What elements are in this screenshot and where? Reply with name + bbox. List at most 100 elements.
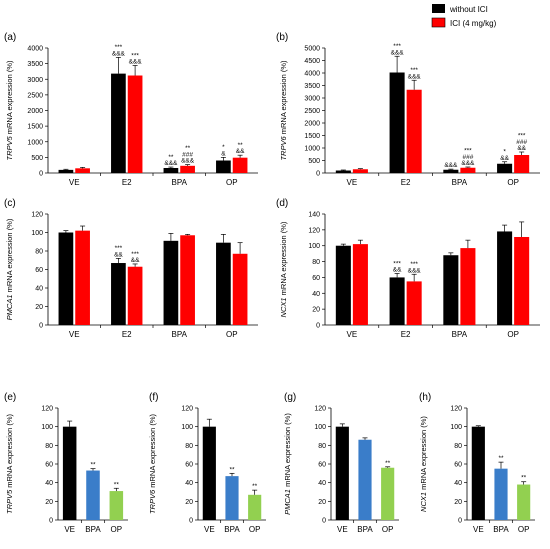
significance-label: **	[229, 466, 235, 473]
y-tick-label: 80	[318, 443, 326, 450]
x-tick-label: E2	[401, 330, 411, 339]
significance-label: **	[114, 481, 120, 488]
bar	[180, 235, 195, 325]
significance-label: ***	[131, 251, 139, 258]
y-axis-label-gene: TRPV5	[5, 489, 14, 514]
significance-label: &&&	[408, 267, 422, 274]
y-axis-label: TRPV5 mRNA expression (%)	[5, 60, 14, 161]
panel-label: (e)	[4, 392, 16, 403]
bar	[352, 169, 368, 173]
panel-label: (c)	[4, 198, 16, 209]
y-tick-label: 500	[308, 158, 320, 165]
significance-label: ***	[131, 52, 139, 59]
legend-label-ici: ICI (4 mg/kg)	[450, 19, 497, 28]
panel-label: (g)	[284, 392, 296, 403]
bar	[75, 230, 90, 325]
y-tick-label: 5000	[304, 46, 320, 53]
y-tick-label: 80	[45, 443, 53, 450]
bar	[443, 255, 459, 325]
chart-panel-d: (d) NCX1 mRNA expression (%) 0 20 40 60 80 100 1…	[276, 198, 540, 339]
significance-label: **	[90, 462, 96, 469]
bar	[216, 242, 231, 325]
y-tick-label: 20	[454, 499, 462, 506]
y-tick-label: 100	[181, 424, 193, 431]
bar	[406, 89, 422, 173]
y-tick-label: 20	[35, 304, 43, 311]
legend-label-without-ici: without ICI	[449, 5, 488, 14]
x-tick-label: E2	[122, 330, 132, 339]
y-tick-label: 40	[454, 480, 462, 487]
bar	[232, 157, 248, 173]
bar	[216, 160, 231, 173]
y-tick-label: 1000	[304, 146, 320, 153]
bar	[497, 163, 513, 173]
x-tick-label: VE	[347, 330, 358, 339]
x-tick-label: OP	[249, 525, 261, 534]
y-tick-label: 3500	[27, 61, 43, 68]
y-tick-label: 60	[35, 267, 43, 274]
x-tick-label: VE	[473, 525, 484, 534]
y-axis-label-rest: mRNA expression (%)	[5, 413, 14, 489]
legend-swatch-ici	[431, 17, 446, 28]
y-axis-label-gene: NCX1	[419, 492, 428, 512]
x-tick-label: OP	[226, 330, 238, 339]
chart-panel-g: (g) PMCA1 mRNA expression (%) 0 20 40 60 80 100…	[283, 392, 399, 534]
bar	[127, 75, 143, 173]
bar	[75, 168, 90, 173]
x-tick-label: BPA	[452, 330, 468, 339]
significance-label: ***	[410, 261, 418, 268]
y-tick-label: 0	[316, 323, 320, 330]
significance-label: ***	[518, 133, 526, 140]
panel-label: (d)	[276, 198, 288, 209]
bar	[180, 165, 195, 173]
significance-label: **	[252, 483, 258, 490]
bar	[335, 170, 351, 173]
y-tick-label: 0	[316, 171, 320, 178]
legend-swatch-without-ici	[432, 4, 445, 13]
x-tick-label: VE	[64, 525, 75, 534]
bar	[335, 426, 349, 520]
y-tick-label: 1500	[27, 124, 43, 131]
significance-label: **	[238, 142, 244, 149]
bar	[358, 439, 372, 520]
significance-label: **	[385, 460, 391, 467]
y-tick-label: 2500	[304, 108, 320, 115]
significance-label: &&	[131, 257, 140, 264]
x-tick-label: OP	[226, 178, 238, 187]
significance-label: ***	[115, 44, 123, 51]
y-tick-label: 2000	[304, 121, 320, 128]
bar	[111, 263, 126, 325]
y-tick-label: 120	[450, 406, 462, 413]
bar	[62, 426, 77, 520]
y-tick-label: 120	[314, 406, 326, 413]
y-tick-label: 3500	[304, 83, 320, 90]
significance-label: ***	[393, 260, 401, 267]
legend: without ICI ICI (4 mg/kg)	[431, 4, 497, 28]
y-axis-label-rest: mRNA expression (%)	[283, 413, 292, 489]
y-tick-label: 0	[39, 323, 43, 330]
significance-label: &&&	[408, 73, 422, 80]
significance-label: &&&	[181, 158, 195, 165]
x-tick-label: E2	[401, 178, 411, 187]
y-tick-label: 80	[312, 259, 320, 266]
y-tick-label: 2500	[27, 92, 43, 99]
x-tick-label: BPA	[172, 178, 188, 187]
bar	[443, 169, 459, 173]
significance-label: ###	[182, 151, 193, 158]
y-tick-label: 3000	[304, 96, 320, 103]
bar	[202, 426, 216, 520]
y-tick-label: 20	[312, 307, 320, 314]
y-tick-label: 4000	[27, 46, 43, 53]
x-tick-label: BPA	[493, 525, 509, 534]
y-tick-label: 140	[308, 212, 320, 219]
y-tick-label: 120	[308, 227, 320, 234]
y-tick-label: 80	[35, 249, 43, 256]
y-tick-label: 1500	[304, 133, 320, 140]
significance-label: &&	[500, 155, 509, 162]
bar	[109, 491, 124, 520]
x-tick-label: VE	[69, 178, 80, 187]
y-tick-label: 40	[185, 480, 193, 487]
x-tick-label: OP	[518, 525, 530, 534]
x-tick-label: E2	[122, 178, 132, 187]
